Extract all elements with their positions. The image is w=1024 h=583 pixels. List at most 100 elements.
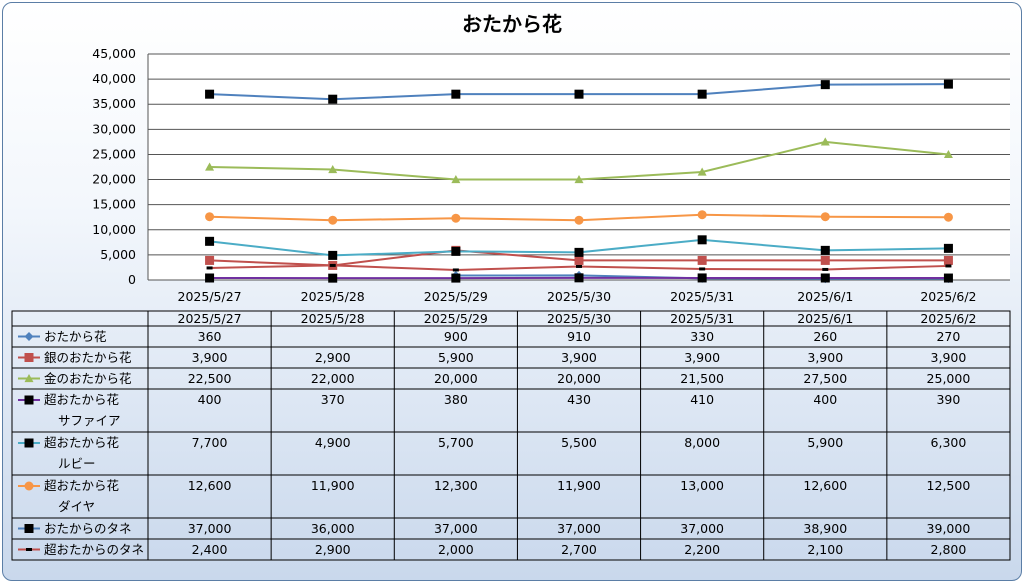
data-point bbox=[576, 264, 582, 268]
table-cell: 12,300 bbox=[434, 478, 478, 493]
table-cell: 25,000 bbox=[927, 371, 971, 386]
table-cell: 3,900 bbox=[807, 350, 843, 365]
table-row: おたからのタネ 37,000 36,000 37,000 37,000 37,000 38,… bbox=[18, 521, 970, 536]
table-cell: 3,900 bbox=[561, 350, 597, 365]
series-3 bbox=[205, 137, 953, 184]
data-point bbox=[205, 162, 215, 171]
table-cell: 4,900 bbox=[315, 435, 351, 450]
data-point bbox=[574, 273, 584, 283]
table-cell: 20,000 bbox=[557, 371, 601, 386]
table-header-cell: 2025/5/30 bbox=[547, 311, 611, 326]
data-point bbox=[328, 273, 338, 283]
y-tick-label: 40,000 bbox=[92, 71, 136, 86]
table-cell: 7,700 bbox=[192, 435, 228, 450]
data-point bbox=[329, 263, 336, 267]
table-header-cell: 2025/5/28 bbox=[301, 311, 365, 326]
data-point bbox=[206, 266, 213, 270]
table-cell: 3,900 bbox=[931, 350, 967, 365]
chart-title: おたから花 bbox=[462, 12, 562, 36]
data-point bbox=[697, 255, 707, 265]
legend-label: 超おたから花 bbox=[44, 392, 119, 407]
x-tick-label: 2025/6/1 bbox=[797, 289, 853, 304]
y-tick-label: 5,000 bbox=[100, 247, 136, 262]
table-cell: 5,500 bbox=[561, 435, 597, 450]
table-cell: 37,000 bbox=[188, 521, 232, 536]
data-point bbox=[943, 255, 953, 265]
y-tick-label: 20,000 bbox=[92, 172, 136, 187]
legend-label: ダイヤ bbox=[58, 499, 95, 514]
data-point bbox=[205, 273, 215, 283]
data-point bbox=[574, 215, 584, 225]
legend-label: サファイア bbox=[58, 413, 121, 428]
data-point bbox=[24, 374, 34, 383]
table-cell: 12,600 bbox=[188, 478, 232, 493]
table-cell: 37,000 bbox=[434, 521, 478, 536]
series-8 bbox=[206, 263, 952, 272]
data-point bbox=[943, 212, 953, 222]
table-cell: 12,500 bbox=[927, 478, 971, 493]
table-cell: 36,000 bbox=[311, 521, 355, 536]
table-cell: 410 bbox=[690, 392, 714, 407]
table-cell: 12,600 bbox=[803, 478, 847, 493]
y-tick-label: 0 bbox=[128, 272, 136, 287]
data-point bbox=[205, 236, 215, 246]
series-4 bbox=[205, 273, 953, 283]
table-cell: 38,900 bbox=[803, 521, 847, 536]
table-cell: 8,000 bbox=[684, 435, 720, 450]
legend-label: 金のおたから花 bbox=[44, 371, 132, 386]
table-cell: 330 bbox=[690, 329, 714, 344]
table-cell: 430 bbox=[567, 392, 591, 407]
table-header-cell: 2025/5/29 bbox=[424, 311, 488, 326]
data-point bbox=[328, 94, 338, 104]
data-point bbox=[943, 243, 953, 253]
table-row: おたから花 360 900 910 330 260 270 bbox=[18, 329, 960, 344]
data-point bbox=[451, 175, 461, 184]
table-cell: 390 bbox=[936, 392, 960, 407]
table-cell: 2,100 bbox=[807, 542, 843, 557]
x-tick-label: 2025/5/31 bbox=[670, 289, 734, 304]
legend-label: 銀のおたから花 bbox=[44, 350, 132, 365]
x-tick-label: 2025/5/30 bbox=[547, 289, 611, 304]
table-cell: 260 bbox=[813, 329, 837, 344]
data-point bbox=[820, 212, 830, 222]
y-tick-label: 35,000 bbox=[92, 96, 136, 111]
table-cell: 900 bbox=[444, 329, 468, 344]
table-cell: 39,000 bbox=[927, 521, 971, 536]
table-row: 超おたからのタネ 2,400 2,900 2,000 2,700 2,200 2,100 2,… bbox=[18, 542, 966, 557]
data-point bbox=[205, 255, 215, 265]
y-tick-label: 15,000 bbox=[92, 197, 136, 212]
table-cell: 5,900 bbox=[438, 350, 474, 365]
data-point bbox=[943, 149, 953, 159]
y-tick-label: 10,000 bbox=[92, 222, 136, 237]
table-cell: 13,000 bbox=[680, 478, 724, 493]
data-point bbox=[574, 175, 584, 184]
table-cell: 910 bbox=[567, 329, 591, 344]
data-point bbox=[24, 395, 34, 405]
table-cell: 5,700 bbox=[438, 435, 474, 450]
table-cell: 37,000 bbox=[557, 521, 601, 536]
legend-label: ルビー bbox=[58, 456, 96, 471]
legend-label: おたから花 bbox=[44, 329, 107, 344]
series-6 bbox=[205, 210, 953, 225]
x-tick-label: 2025/5/27 bbox=[178, 289, 242, 304]
table-cell: 2,200 bbox=[684, 542, 720, 557]
table-cell: 380 bbox=[444, 392, 468, 407]
table-header-cell: 2025/6/2 bbox=[920, 311, 976, 326]
data-point bbox=[699, 267, 706, 271]
table-cell: 2,700 bbox=[561, 542, 597, 557]
table-border bbox=[11, 310, 1011, 561]
data-point bbox=[24, 438, 34, 448]
table-row: 金のおたから花 22,500 22,000 20,000 20,000 21,500 27,… bbox=[18, 371, 970, 386]
data-point bbox=[574, 255, 584, 265]
data-point bbox=[451, 246, 461, 256]
data-point bbox=[697, 235, 707, 245]
series-5 bbox=[205, 235, 953, 260]
legend-label: 超おたから花 bbox=[44, 478, 119, 493]
table-header-cell: 2025/5/27 bbox=[178, 311, 242, 326]
data-point bbox=[697, 273, 707, 283]
data-point bbox=[451, 89, 461, 99]
data-point bbox=[24, 481, 34, 491]
data-point bbox=[451, 213, 461, 223]
data-point bbox=[328, 165, 338, 174]
